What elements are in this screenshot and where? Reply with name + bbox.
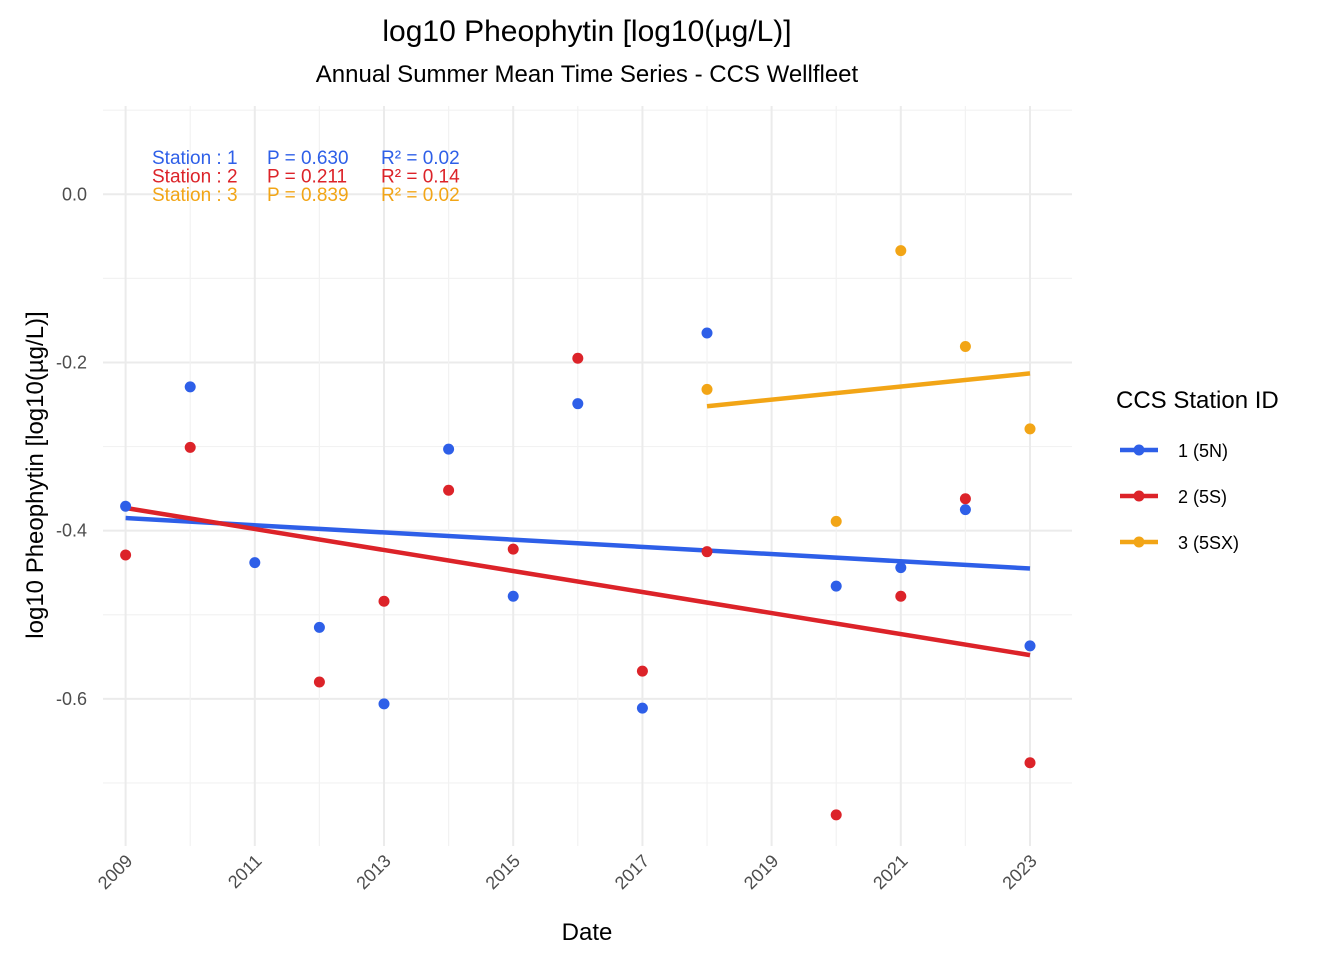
data-point-series-2 (572, 352, 584, 364)
data-point-series-3 (895, 245, 907, 257)
annotation-station: Station : 1 (152, 148, 238, 169)
x-tick-label: 2021 (869, 851, 911, 893)
y-tick-label: 0.0 (62, 184, 87, 204)
data-point-series-2 (636, 665, 648, 677)
y-tick-label: -0.6 (56, 689, 87, 709)
annotation-r-squared: R² = 0.02 (381, 148, 460, 169)
x-tick-label: 2013 (352, 851, 394, 893)
data-point-series-1 (830, 580, 842, 592)
data-point-series-3 (1024, 423, 1036, 435)
legend-label: 1 (5N) (1178, 441, 1228, 461)
data-point-series-2 (895, 590, 907, 602)
legend-key-point (1133, 536, 1145, 548)
chart-subtitle: Annual Summer Mean Time Series - CCS Wel… (316, 61, 859, 88)
legend-label: 2 (5S) (1178, 487, 1227, 507)
annotation-p-value: P = 0.839 (267, 185, 349, 206)
data-point-series-1 (636, 702, 648, 714)
x-tick-label: 2017 (611, 851, 653, 893)
y-axis-tick-labels: 0.0 -0.2 -0.4 -0.6 (56, 184, 87, 709)
data-point-series-1 (120, 500, 132, 512)
y-axis-title: log10 Pheophytin [log10(µg/L)] (22, 311, 49, 638)
annotation-r-squared: R² = 0.02 (381, 185, 460, 206)
data-point-series-1 (249, 557, 261, 569)
trend-line-series-2 (125, 505, 1031, 658)
annotation-station: Station : 2 (152, 167, 238, 188)
data-point-series-2 (184, 441, 196, 453)
x-axis-title: Date (562, 919, 613, 946)
trend-line-series-3 (706, 371, 1031, 409)
legend: CCS Station ID 1 (5N) 2 (5S) 3 (5SX) (1116, 387, 1279, 553)
data-point-series-2 (701, 546, 713, 558)
data-point-series-2 (507, 543, 519, 555)
x-tick-label: 2015 (482, 851, 524, 893)
data-point-series-1 (701, 327, 713, 339)
legend-label: 3 (5SX) (1178, 533, 1239, 553)
data-point-series-3 (830, 515, 842, 527)
regression-annotations: Station : 1 P = 0.630 R² = 0.02 Station : 2… (152, 148, 460, 206)
data-point-series-1 (184, 381, 196, 393)
y-tick-label: -0.2 (56, 352, 87, 372)
legend-key-point (1133, 490, 1145, 502)
x-tick-label: 2009 (94, 851, 136, 893)
x-tick-label: 2011 (224, 851, 266, 893)
trend-line-series-1 (125, 515, 1031, 571)
annotation-station: Station : 3 (152, 185, 238, 206)
chart-title: log10 Pheophytin [log10(µg/L)] (382, 15, 791, 48)
trend-lines (125, 371, 1031, 658)
data-point-series-2 (1024, 757, 1036, 769)
data-point-series-2 (378, 595, 390, 607)
data-point-series-1 (378, 698, 390, 710)
grid-lines (103, 106, 1072, 846)
data-point-series-2 (830, 809, 842, 821)
data-point-series-2 (959, 493, 971, 505)
annotation-r-squared: R² = 0.14 (381, 167, 460, 188)
data-point-series-1 (959, 504, 971, 516)
data-point-series-1 (1024, 640, 1036, 652)
data-point-series-1 (507, 590, 519, 602)
legend-title: CCS Station ID (1116, 387, 1279, 414)
data-point-series-2 (120, 549, 132, 561)
legend-key-point (1133, 444, 1145, 456)
x-tick-label: 2019 (740, 851, 782, 893)
data-point-series-2 (313, 676, 325, 688)
data-points (120, 245, 1036, 821)
annotation-p-value: P = 0.211 (267, 167, 347, 188)
data-point-series-1 (895, 562, 907, 574)
data-point-series-3 (959, 341, 971, 352)
annotation-p-value: P = 0.630 (267, 148, 349, 169)
data-point-series-1 (443, 443, 455, 455)
y-tick-label: -0.4 (56, 521, 87, 541)
data-point-series-1 (313, 621, 325, 633)
x-tick-label: 2023 (998, 851, 1040, 893)
data-point-series-1 (572, 398, 584, 410)
data-point-series-3 (701, 383, 713, 395)
data-point-series-2 (443, 484, 455, 496)
x-axis-tick-labels: 2009 2011 2013 2015 2017 2019 2021 2023 (94, 851, 1041, 893)
